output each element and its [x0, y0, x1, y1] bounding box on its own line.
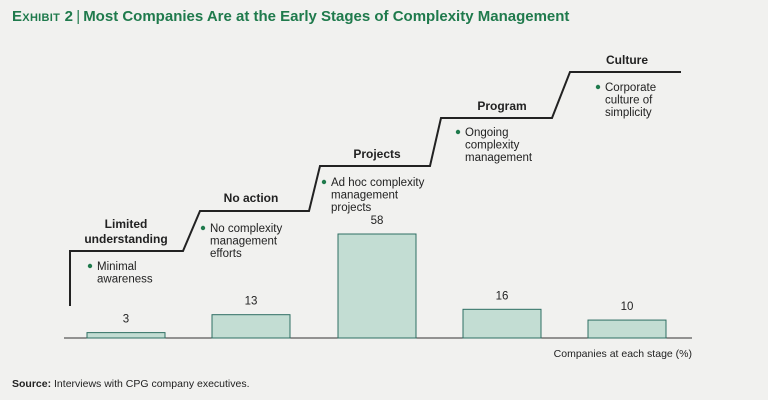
- stage-bullet-text: management: [465, 152, 533, 164]
- bar: [587, 319, 667, 339]
- chart-title: Exhibit 2 | Most Companies Are at the Earl…: [12, 8, 569, 25]
- stage-bullet-text: Corporate: [605, 82, 656, 94]
- stage-title: No action: [224, 191, 279, 205]
- title-text: Most Companies Are at the Early Stages o…: [83, 8, 570, 25]
- stage-bullet-text: management: [331, 190, 399, 202]
- stage-bullet-text: Minimal: [97, 261, 137, 273]
- bar: [211, 314, 291, 339]
- bar: [86, 332, 166, 339]
- bar: [337, 233, 417, 339]
- bullet-dot: [321, 179, 327, 185]
- bullet-dot: [595, 84, 601, 90]
- stage-title: Culture: [606, 53, 648, 67]
- stage-bullet-text: projects: [331, 202, 372, 214]
- title-separator: |: [76, 8, 81, 25]
- bullet-dot: [455, 129, 461, 135]
- source-text: Interviews with CPG company executives.: [54, 378, 250, 390]
- bullet-dot: [87, 263, 93, 269]
- x-axis-label: Companies at each stage (%): [554, 348, 692, 360]
- stage-bullet-text: simplicity: [605, 107, 652, 119]
- staircase-line: [69, 71, 681, 306]
- stage-title: understanding: [84, 232, 167, 246]
- stage-bullet-text: awareness: [97, 274, 153, 286]
- exhibit-label: Exhibit 2: [12, 8, 74, 25]
- bar-value-label: 16: [496, 290, 509, 302]
- bar: [462, 308, 542, 339]
- stage-bullet-text: No complexity: [210, 223, 282, 235]
- bar-value-label: 3: [123, 314, 129, 326]
- stage-bullet-text: management: [210, 236, 278, 248]
- stage-bullet-text: Ongoing: [465, 127, 508, 139]
- source-label: Source:: [12, 378, 52, 390]
- stage-bullet-text: complexity: [465, 140, 520, 152]
- bar-value-label: 13: [245, 296, 258, 308]
- stage-bullet-text: culture of: [605, 95, 653, 107]
- bar-value-label: 10: [621, 301, 634, 313]
- stage-bullet-text: Ad hoc complexity: [331, 177, 425, 189]
- stage-bullet-text: efforts: [210, 248, 242, 260]
- stage-title: Limited: [105, 217, 148, 231]
- bar-value-label: 58: [371, 215, 384, 227]
- bullet-dot: [200, 225, 206, 231]
- stage-title: Program: [477, 99, 526, 113]
- stage-title: Projects: [353, 147, 401, 161]
- source-note: Source: Interviews with CPG company exec…: [12, 378, 250, 390]
